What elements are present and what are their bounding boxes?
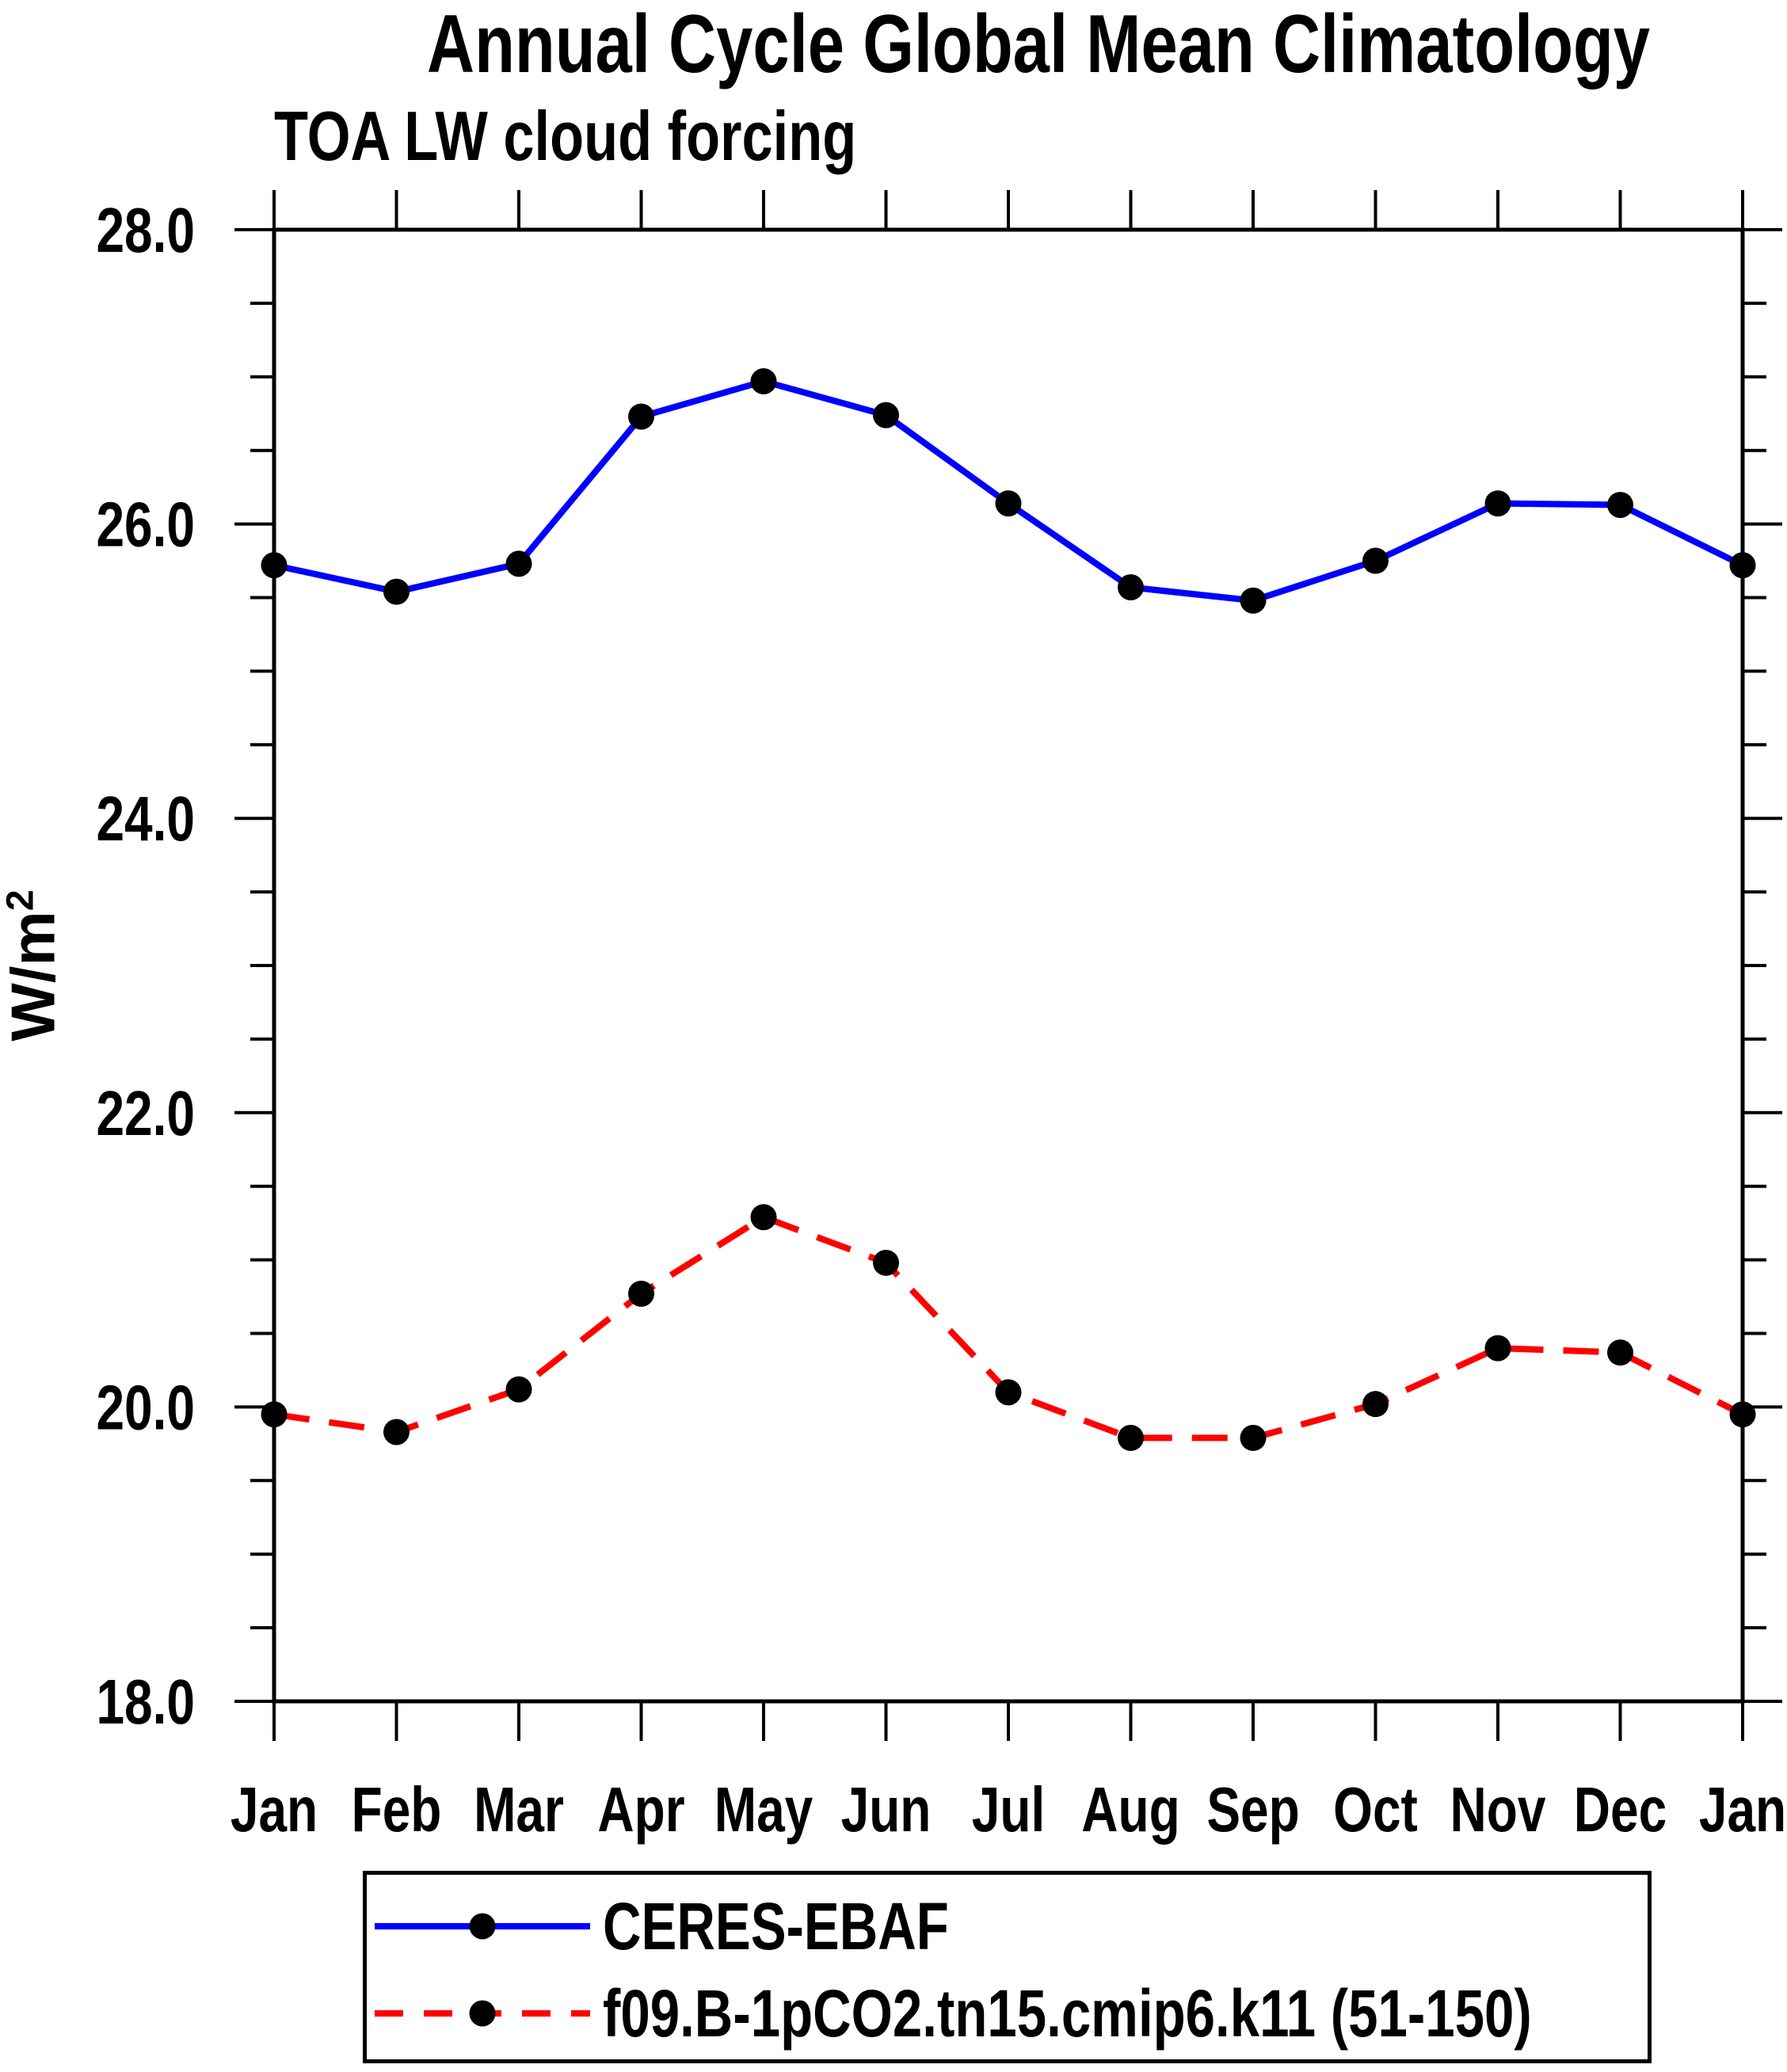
y-axis-tick-label: 24.0 [96, 783, 195, 854]
x-axis-month-label-group: Oct [1333, 1774, 1418, 1845]
data-point-marker [1607, 1339, 1633, 1366]
data-point-marker [628, 1280, 654, 1307]
x-axis-month-label: Mar [474, 1774, 564, 1845]
x-axis-month-label: Dec [1574, 1774, 1667, 1845]
y-axis-tick-label: 20.0 [96, 1373, 195, 1443]
data-point-marker [1240, 587, 1267, 614]
data-point-marker [1484, 490, 1511, 517]
chart-main-title: Annual Cycle Global Mean Climatology [274, 0, 1743, 90]
data-point-marker [383, 578, 410, 605]
x-axis-month-label-group: Apr [597, 1774, 684, 1845]
data-point-marker [1118, 573, 1144, 600]
legend-entry-model: f09.B-1pCO2.tn15.cmip6.k11 (51-150) [367, 1976, 1648, 2051]
y-axis-tick-label-group: 20.0 [96, 1373, 195, 1443]
legend-box: CERES-EBAF f09.B-1pCO2.tn15.cmip6.k11 (5… [363, 1871, 1652, 2063]
data-point-marker [261, 552, 288, 579]
chart-main-title-text: Annual Cycle Global Mean Climatology [427, 0, 1651, 90]
data-point-marker [505, 550, 532, 577]
data-point-marker [505, 1376, 532, 1403]
chart-left-subtitle: TOA LW cloud forcing [274, 97, 1002, 175]
data-point-marker [873, 1249, 899, 1276]
chart-left-subtitle-text: TOA LW cloud forcing [274, 97, 857, 175]
data-point-marker [1607, 491, 1633, 518]
x-axis-month-label: Jan [1699, 1774, 1786, 1845]
x-axis-month-label: Aug [1081, 1774, 1179, 1845]
legend-sample-marker [469, 2000, 496, 2027]
x-axis-month-label-group: Jan [231, 1774, 318, 1845]
y-axis-tick-label-group: 18.0 [96, 1666, 195, 1737]
x-axis-month-label-group: Nov [1450, 1774, 1546, 1845]
x-axis-month-label: May [714, 1774, 813, 1845]
x-axis-month-label: Jul [972, 1774, 1045, 1845]
y-axis-tick-label: 18.0 [96, 1666, 195, 1737]
data-point-marker [995, 1379, 1022, 1406]
x-axis-month-label-group: Jul [972, 1774, 1045, 1845]
x-axis-month-label-group: Dec [1574, 1774, 1667, 1845]
x-axis-month-label: Jun [841, 1774, 932, 1845]
legend-sample-marker [469, 1913, 496, 1940]
data-point-marker [1362, 547, 1389, 574]
data-point-marker [873, 402, 899, 428]
x-axis-month-label-group: Jan [1699, 1774, 1786, 1845]
x-axis-month-label-group: May [714, 1774, 813, 1845]
y-axis-tick-label-group: 28.0 [96, 195, 195, 265]
data-point-marker [750, 368, 777, 394]
x-axis-month-label-group: Feb [352, 1774, 442, 1845]
legend-label: f09.B-1pCO2.tn15.cmip6.k11 (51-150) [603, 1976, 1532, 2051]
x-axis-month-label: Oct [1333, 1774, 1418, 1845]
data-point-marker [1240, 1424, 1267, 1451]
x-axis-month-label-group: Mar [474, 1774, 564, 1845]
data-point-marker [995, 490, 1022, 517]
legend-line-sample-dashed [375, 2000, 590, 2027]
y-axis-tick-label-group: 22.0 [96, 1078, 195, 1148]
legend-entry-ceres-ebaf: CERES-EBAF [367, 1889, 1648, 1964]
x-axis-month-label: Jan [231, 1774, 318, 1845]
y-axis-tick-label: 22.0 [96, 1078, 195, 1148]
legend-line-sample-solid [375, 1913, 590, 1940]
x-axis-month-label-group: Aug [1081, 1774, 1179, 1845]
x-axis-month-label: Feb [352, 1774, 442, 1845]
data-point-marker [1729, 1401, 1756, 1428]
data-point-marker [383, 1419, 410, 1445]
data-point-marker [1729, 552, 1756, 579]
data-point-marker [1362, 1391, 1389, 1418]
data-point-marker [1484, 1335, 1511, 1362]
x-axis-month-label-group: Sep [1206, 1774, 1299, 1845]
y-axis-tick-label: 26.0 [96, 489, 195, 560]
legend-label: CERES-EBAF [603, 1889, 949, 1963]
data-point-marker [1118, 1424, 1144, 1451]
y-axis-tick-label-group: 26.0 [96, 489, 195, 560]
y-axis-tick-label-group: 24.0 [96, 783, 195, 854]
data-point-marker [628, 403, 654, 430]
x-axis-month-label: Sep [1206, 1774, 1299, 1845]
x-axis-month-label-group: Jun [841, 1774, 932, 1845]
data-point-marker [261, 1401, 288, 1428]
axis-frame [272, 227, 1745, 1704]
x-axis-month-label: Nov [1450, 1774, 1546, 1845]
data-point-marker [750, 1204, 777, 1231]
y-axis-tick-label: 28.0 [96, 195, 195, 265]
x-axis-month-label: Apr [597, 1774, 684, 1845]
